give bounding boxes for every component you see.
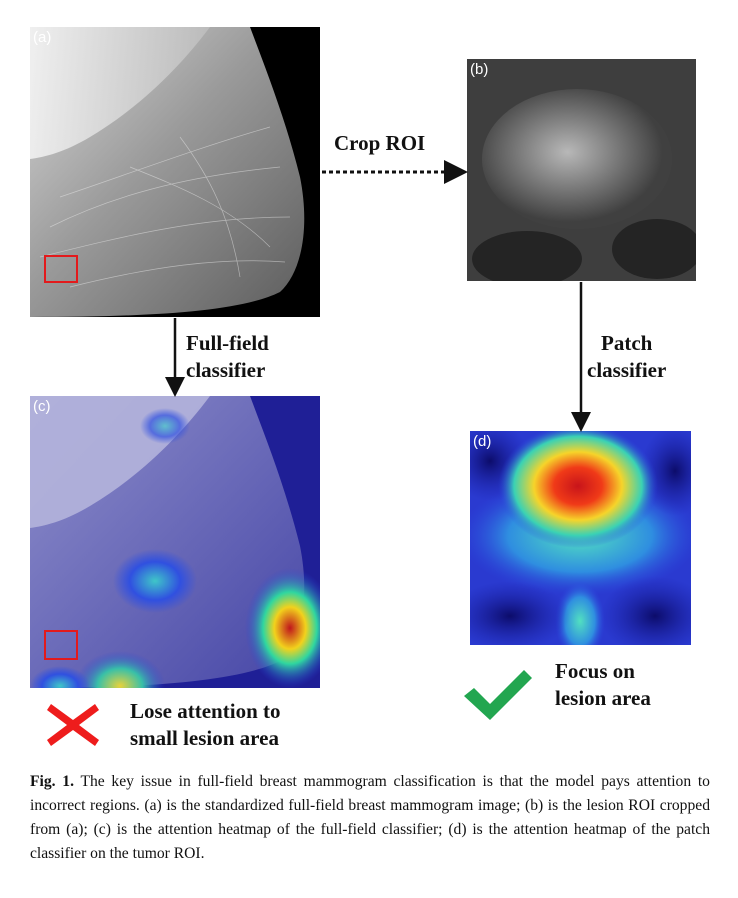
patch-line1: Patch — [601, 331, 653, 355]
figure-number: Fig. 1. — [30, 773, 74, 790]
roi-crop-graphic — [467, 59, 696, 281]
full-field-line2: classifier — [186, 358, 266, 382]
focus-line1: Focus on — [555, 659, 635, 683]
panel-label-d: (d) — [473, 433, 492, 450]
panel-label-a: (a) — [33, 29, 52, 46]
lose-line1: Lose attention to — [130, 699, 281, 723]
heatmap-c-graphic — [30, 396, 320, 688]
heatmap-full-field-c: (c) — [30, 396, 320, 688]
green-check-icon — [464, 670, 532, 720]
crop-roi-text: Crop ROI — [334, 131, 426, 155]
mammogram-a-graphic — [30, 27, 320, 317]
caption-text: The key issue in full-field breast mammo… — [30, 773, 710, 862]
panel-label-c: (c) — [33, 398, 51, 415]
roi-box-c — [44, 630, 78, 660]
focus-lesion-label: Focus on lesion area — [555, 658, 651, 712]
panel-label-b: (b) — [470, 61, 489, 78]
full-field-classifier-label: Full-field classifier — [186, 330, 269, 384]
heatmap-d-graphic — [470, 431, 691, 645]
focus-line2: lesion area — [555, 686, 651, 710]
roi-crop-image-b: (b) — [467, 59, 696, 281]
crop-roi-label: Crop ROI — [334, 130, 425, 157]
heatmap-patch-d: (d) — [470, 431, 691, 645]
figure-caption: Fig. 1. The key issue in full-field brea… — [30, 770, 710, 866]
patch-classifier-label: Patch classifier — [587, 330, 666, 384]
lose-attention-label: Lose attention to small lesion area — [130, 698, 281, 752]
roi-box-a — [44, 255, 78, 283]
full-field-line1: Full-field — [186, 331, 269, 355]
red-cross-icon — [47, 704, 99, 746]
patch-line2: classifier — [587, 358, 667, 382]
lose-line2: small lesion area — [130, 726, 279, 750]
mammogram-image-a: (a) — [30, 27, 320, 317]
